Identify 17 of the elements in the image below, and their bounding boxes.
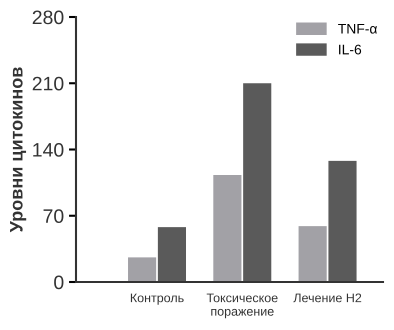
x-tick-label: Токсическое поражение xyxy=(206,294,278,318)
y-axis-title: Уровни цитокинов xyxy=(10,67,26,232)
bar xyxy=(298,226,327,282)
y-tick-label: 0 xyxy=(54,275,64,290)
legend-label: TNF-α xyxy=(338,24,378,34)
legend-label: IL-6 xyxy=(339,44,362,54)
bar xyxy=(128,257,156,282)
y-tick-label: 140 xyxy=(33,142,64,157)
bar xyxy=(328,160,357,282)
bar xyxy=(213,175,242,282)
x-tick-label: Контроль xyxy=(130,294,184,305)
x-tick-label: Лечение H2 xyxy=(293,293,362,302)
bar xyxy=(243,83,272,282)
bar xyxy=(158,227,186,282)
y-tick-label: 280 xyxy=(32,10,64,24)
y-tick-label: 210 xyxy=(32,76,64,90)
y-tick-label: 70 xyxy=(44,209,64,223)
